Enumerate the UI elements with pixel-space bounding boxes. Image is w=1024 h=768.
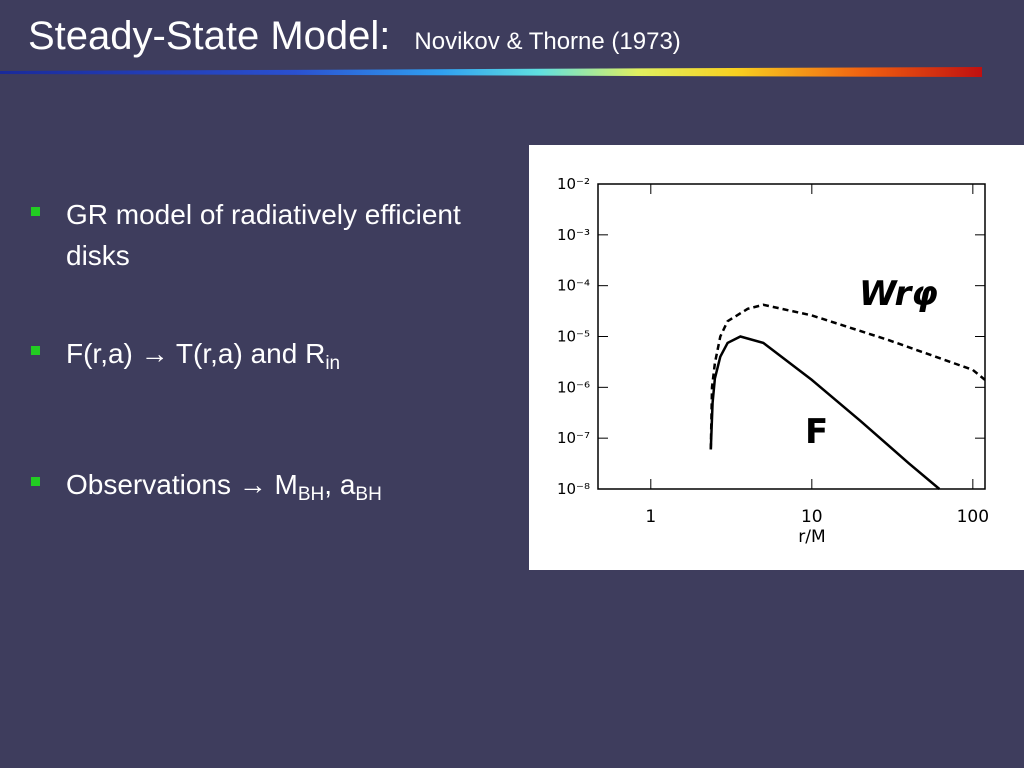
- x-tick-label: 100: [957, 507, 989, 527]
- bullet-text: GR model of radiatively efficient disks: [66, 199, 461, 271]
- y-tick-label: 10⁻³: [557, 226, 590, 244]
- bullet-text: , a: [324, 469, 356, 500]
- title: Steady-State Model:: [28, 14, 391, 58]
- bullet: F(r,a) → T(r,a) and Rin: [31, 333, 466, 374]
- bullet-text: F(r,a) → T(r,a) and R: [66, 338, 326, 369]
- subtitle: Novikov & Thorne (1973): [414, 28, 681, 55]
- y-tick-label: 10⁻⁴: [557, 277, 590, 295]
- bullet: GR model of radiatively efficient disks: [31, 194, 466, 276]
- series-label: F: [805, 412, 828, 452]
- subscript: in: [325, 353, 341, 374]
- series-label: Wrφ: [859, 274, 938, 314]
- series-line: [709, 303, 986, 450]
- title-row: Steady-State Model: Novikov & Thorne (197…: [28, 14, 681, 59]
- x-axis-label: r/M: [798, 527, 825, 547]
- chart-panel: r/M 10⁻⁸ 10⁻⁷ 10⁻⁶ 10⁻⁵ 10⁻⁴ 10⁻³ 10⁻² 1 10 100 Wr…: [529, 145, 1024, 570]
- x-tick-label: 1: [645, 507, 656, 527]
- y-tick-label: 10⁻⁵: [557, 328, 590, 346]
- x-tick-label: 10: [801, 507, 823, 527]
- rainbow-bar: [0, 67, 982, 77]
- plot-frame: [597, 183, 986, 490]
- y-tick-label: 10⁻⁸: [557, 480, 590, 498]
- subscript: BH: [297, 484, 325, 505]
- subscript: BH: [355, 484, 382, 505]
- chart: r/M 10⁻⁸ 10⁻⁷ 10⁻⁶ 10⁻⁵ 10⁻⁴ 10⁻³ 10⁻² 1 10 100 Wr…: [557, 175, 989, 547]
- y-tick-label: 10⁻⁶: [557, 378, 590, 396]
- bullet: Observations → MBH, aBH: [31, 464, 466, 505]
- series-line: [709, 335, 941, 490]
- y-tick-label: 10⁻⁷: [557, 429, 590, 447]
- bullet-text: Observations → M: [66, 469, 298, 500]
- y-tick-label: 10⁻²: [557, 175, 590, 193]
